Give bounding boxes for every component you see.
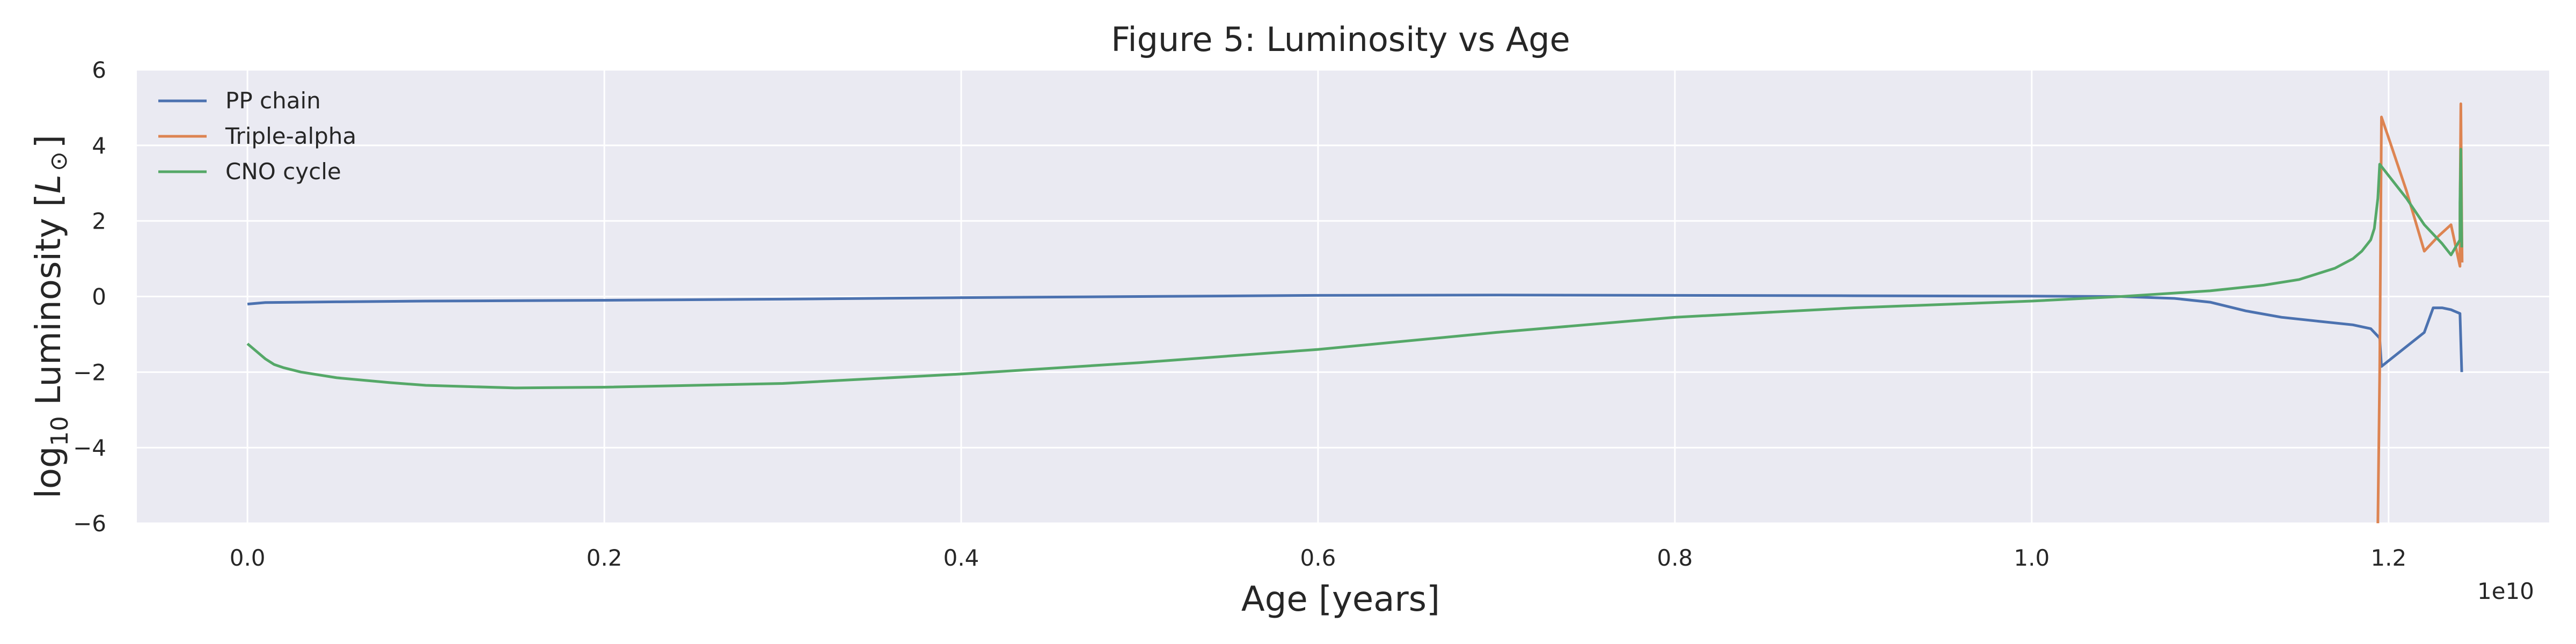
y-axis-label-subscript: 10 <box>46 416 74 446</box>
series-line-pp-chain <box>247 294 2463 372</box>
chart-title: Figure 5: Luminosity vs Age <box>1111 20 1570 59</box>
y-tick-labels: −6 −4 −2 0 2 4 6 <box>73 57 106 537</box>
y-tick-label: 2 <box>92 208 106 235</box>
y-tick-label: −6 <box>73 510 106 537</box>
x-axis-offset-label: 1e10 <box>2477 578 2534 604</box>
legend-label: PP chain <box>225 87 321 114</box>
y-tick-label: 6 <box>92 57 106 83</box>
series-line-triple-alpha <box>2376 102 2464 523</box>
x-axis-label: Age [years] <box>1241 580 1440 619</box>
series-layer <box>246 102 2464 523</box>
x-tick-labels: 0.0 0.2 0.4 0.6 0.8 1.0 1.2 <box>230 545 2406 571</box>
x-tick-label: 1.2 <box>2370 545 2406 571</box>
y-axis-label-sun-symbol: ⊙ <box>45 151 72 171</box>
y-axis-label-log: log <box>29 446 69 499</box>
x-tick-label: 0.4 <box>943 545 979 571</box>
x-tick-label: 0.8 <box>1657 545 1693 571</box>
x-tick-label: 0.6 <box>1300 545 1336 571</box>
y-axis-label-close: ] <box>29 135 69 148</box>
x-tick-label: 0.2 <box>587 545 623 571</box>
legend: PP chain Triple-alpha CNO cycle <box>158 87 356 185</box>
x-tick-label: 1.0 <box>2014 545 2050 571</box>
y-tick-label: 0 <box>92 284 106 310</box>
y-axis-label: log10 Luminosity [L ⊙] <box>29 135 74 499</box>
y-axis-label-text: Luminosity [ <box>29 194 69 416</box>
y-tick-label: 4 <box>92 133 106 159</box>
y-axis-label-symbol: L <box>29 174 69 194</box>
legend-label: Triple-alpha <box>225 123 356 149</box>
y-tick-label: −4 <box>73 435 106 461</box>
x-tick-label: 0.0 <box>230 545 266 571</box>
series-line-cno-cycle <box>246 148 2463 390</box>
y-tick-label: −2 <box>73 359 106 385</box>
legend-label: CNO cycle <box>225 158 341 185</box>
